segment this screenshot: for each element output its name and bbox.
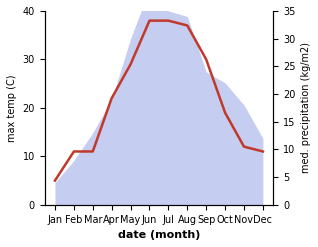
Y-axis label: med. precipitation (kg/m2): med. precipitation (kg/m2)	[301, 42, 311, 173]
X-axis label: date (month): date (month)	[118, 230, 200, 240]
Y-axis label: max temp (C): max temp (C)	[7, 74, 17, 142]
